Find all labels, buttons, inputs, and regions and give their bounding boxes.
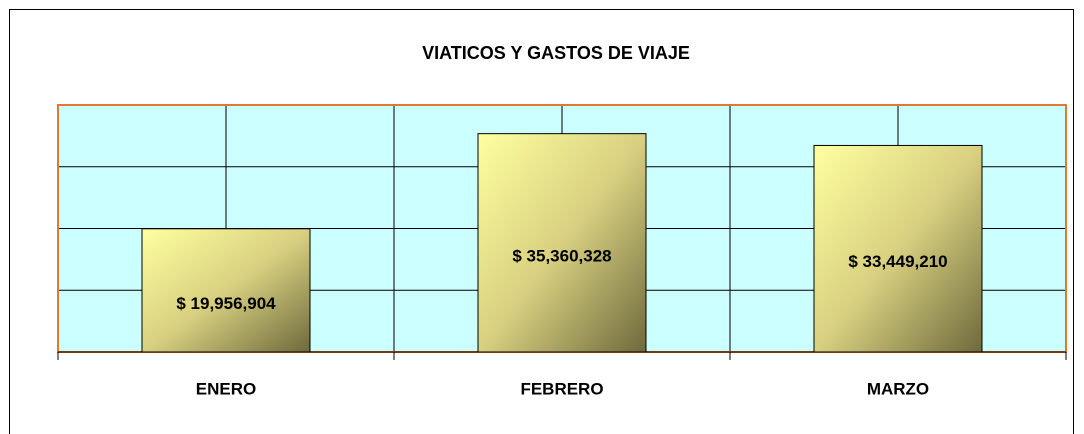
value-label: $ 19,956,904 bbox=[176, 294, 276, 313]
chart-title: VIATICOS Y GASTOS DE VIAJE bbox=[422, 43, 690, 63]
bar bbox=[477, 133, 647, 353]
x-tick-label: FEBRERO bbox=[520, 379, 603, 398]
bar bbox=[141, 228, 311, 353]
bar bbox=[813, 144, 983, 353]
x-tick-label: ENERO bbox=[196, 379, 256, 398]
value-label: $ 33,449,210 bbox=[848, 252, 947, 271]
value-label: $ 35,360,328 bbox=[512, 246, 611, 265]
plot-area: $ 19,956,904 ENERO $ 35,360,328 FEBRERO $ 33… bbox=[57, 104, 1067, 398]
x-tick-label: MARZO bbox=[867, 379, 929, 398]
